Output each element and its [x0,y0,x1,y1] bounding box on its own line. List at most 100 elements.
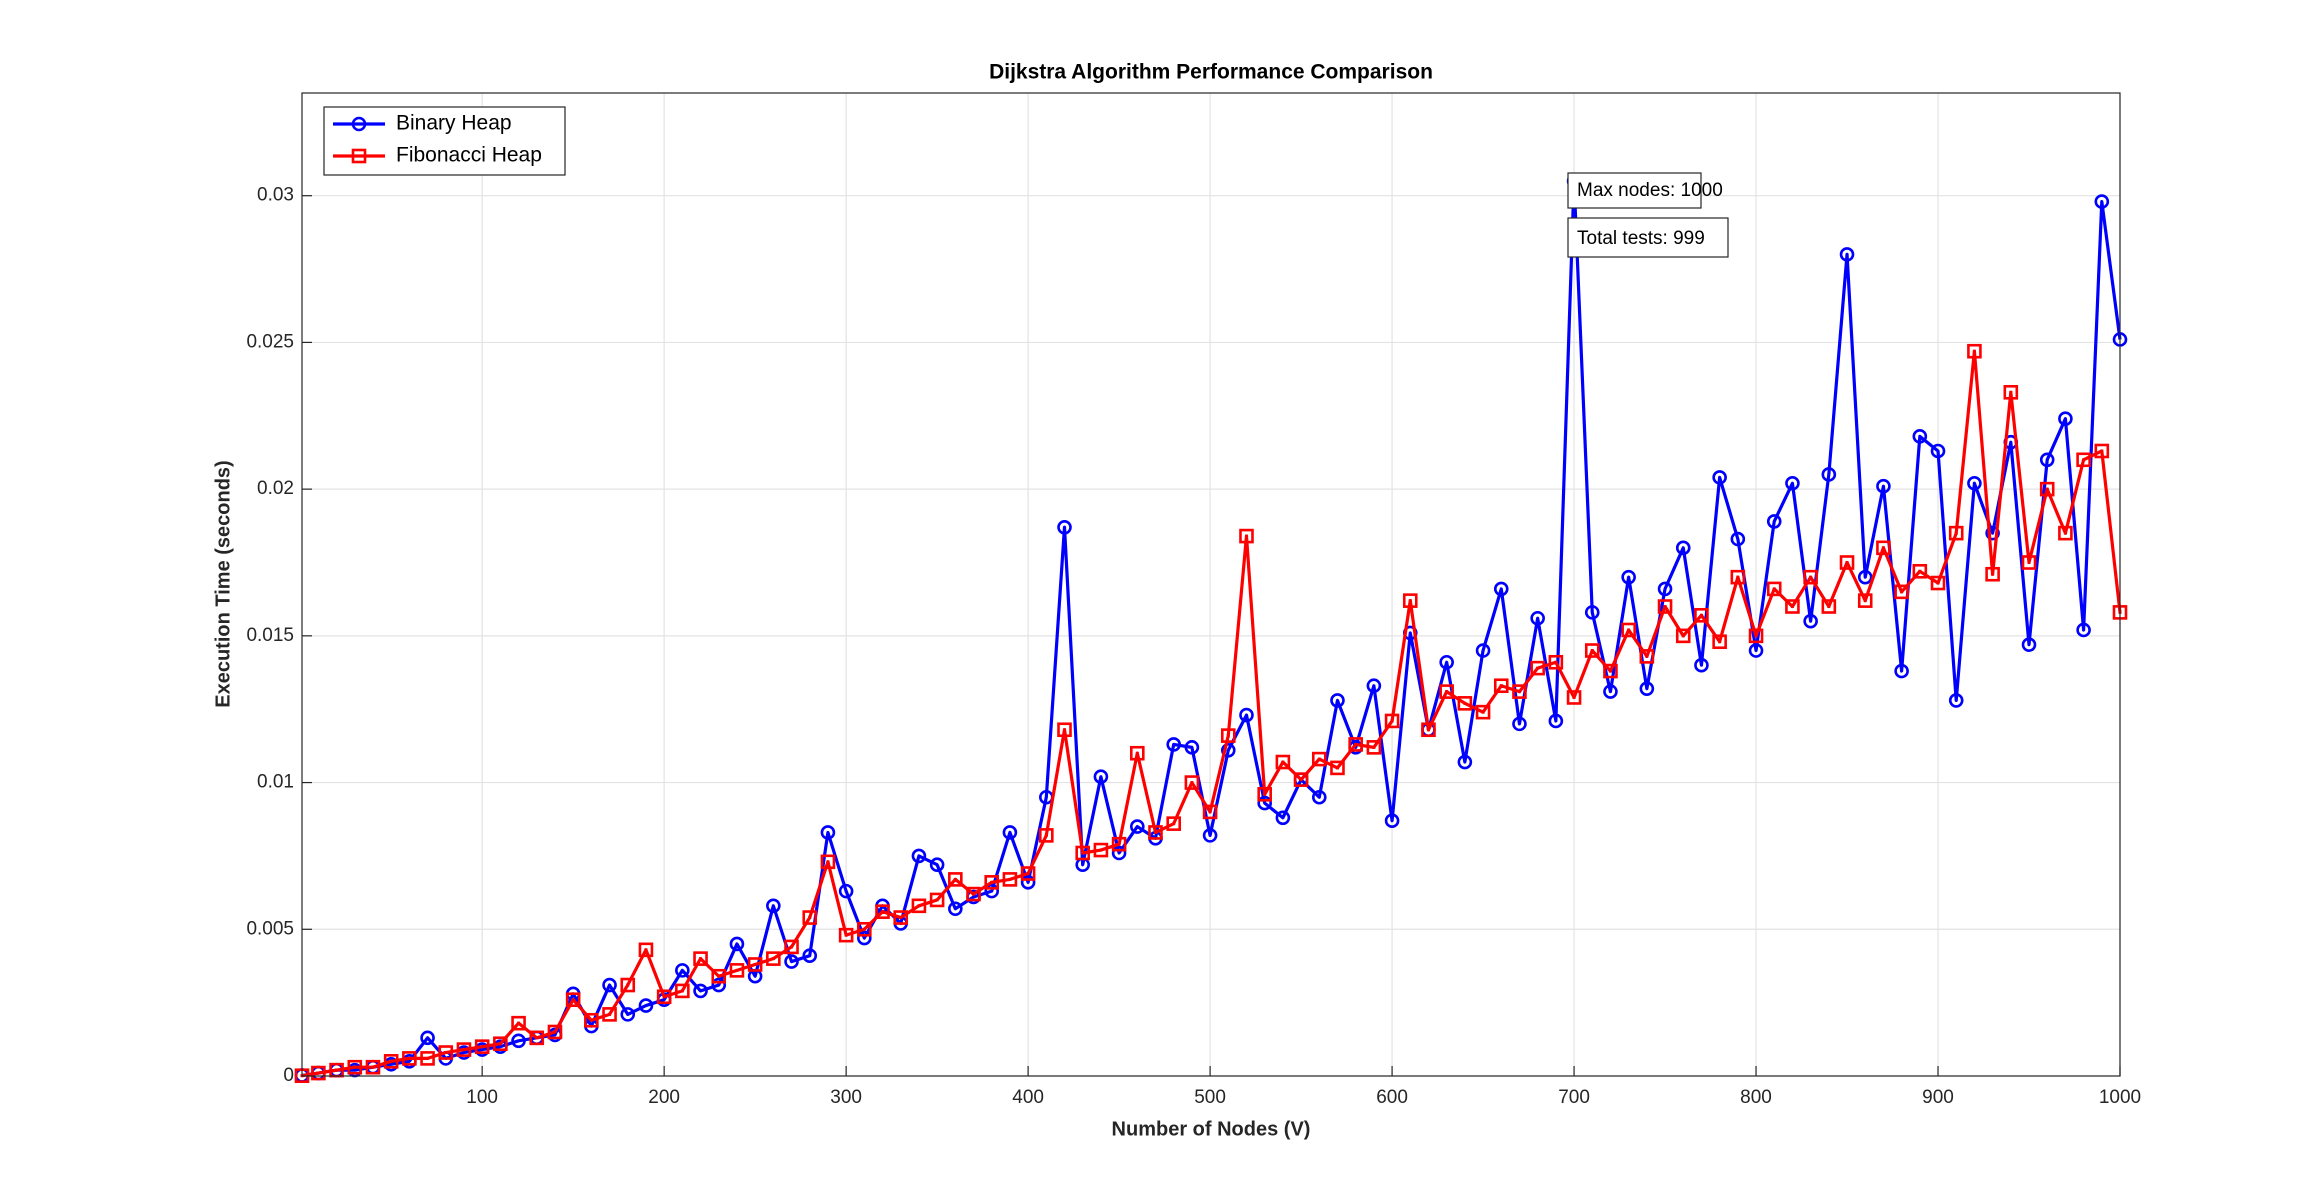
marker-square [656,989,672,1005]
marker [1967,475,1982,491]
marker-square [1803,569,1818,585]
marker-dot [1590,649,1594,653]
marker-square [1748,628,1764,644]
marker [948,901,963,917]
marker [1039,828,1054,843]
marker [584,1012,599,1028]
marker-square [1257,787,1272,802]
marker-square [402,1051,417,1066]
marker-dot [1081,851,1085,855]
marker [1111,845,1127,861]
marker [1857,593,1873,608]
marker [984,875,1000,890]
marker [948,872,963,887]
marker [1657,581,1673,597]
marker [2058,525,2073,541]
marker-square [948,872,963,887]
marker [1621,569,1636,585]
marker [784,939,799,955]
marker [1639,681,1655,696]
legend-label: Fibonacci Heap [396,144,542,167]
marker-dot [1299,778,1303,782]
marker [1020,875,1036,890]
marker [383,1054,399,1069]
marker-dot [335,1068,339,1072]
marker [1184,775,1200,790]
marker [1002,825,1018,840]
marker [1712,470,1727,485]
marker-square [1894,584,1909,600]
marker-square [1002,872,1018,887]
marker [1512,684,1527,699]
marker-dot [462,1048,466,1052]
marker-dot [1809,575,1813,579]
marker [547,1024,563,1040]
marker [1057,519,1072,535]
marker-dot [2009,390,2013,394]
marker [1821,467,1837,482]
marker-square [857,921,872,937]
marker-square [529,1030,545,1046]
marker [1093,842,1109,858]
marker-dot [1172,822,1176,826]
legend-label: Binary Heap [396,112,512,135]
marker-dot [1627,628,1631,632]
marker [1239,707,1254,723]
marker-dot [353,1065,357,1069]
marker [351,148,367,164]
marker-square [1603,663,1618,679]
marker [1530,660,1545,676]
marker [311,1065,326,1081]
marker-square [784,939,799,955]
marker [2094,194,2110,209]
marker-square [1275,754,1291,770]
x-tick-label: 400 [1012,1087,1044,1108]
marker-square [766,951,781,966]
marker-square [602,1007,617,1022]
marker-dot [935,898,939,902]
marker-dot [1135,751,1139,755]
marker-square [802,910,818,925]
marker [1275,754,1291,770]
marker [893,910,909,925]
marker-dot [644,948,648,952]
marker-dot [1991,572,1995,576]
marker-dot [1063,728,1067,732]
marker-dot [517,1021,521,1025]
marker-square [1657,599,1673,614]
marker [929,892,945,908]
marker-dot [1281,760,1285,764]
marker-dot [1099,848,1103,852]
marker [1985,566,2000,582]
marker [2003,385,2019,400]
marker-square [1730,569,1746,585]
marker-dot [699,957,703,961]
x-tick-label: 700 [1558,1087,1590,1108]
marker-dot [1408,599,1412,603]
marker-dot [2027,560,2031,564]
marker [1129,819,1145,834]
marker-dot [753,962,757,966]
marker-square [1166,816,1181,831]
axes-box [301,92,2121,1077]
marker [838,927,854,943]
marker-square [929,892,945,908]
marker [1384,813,1400,829]
marker-square [1493,678,1509,694]
marker [1857,569,1873,585]
marker-dot [1190,781,1194,785]
marker [656,989,672,1005]
marker-dot [1517,690,1521,694]
marker [766,898,781,914]
marker-dot [1536,666,1540,670]
marker-dot [316,1071,320,1075]
marker-square [456,1042,472,1057]
marker [729,963,745,978]
marker-square [1366,740,1382,755]
marker [820,825,836,840]
marker-square [911,898,927,914]
y-tick-label: 0.01 [257,772,294,793]
annotation: Total tests: 999 [1577,228,1705,249]
marker-dot [1317,757,1321,761]
marker-square [1039,828,1054,843]
